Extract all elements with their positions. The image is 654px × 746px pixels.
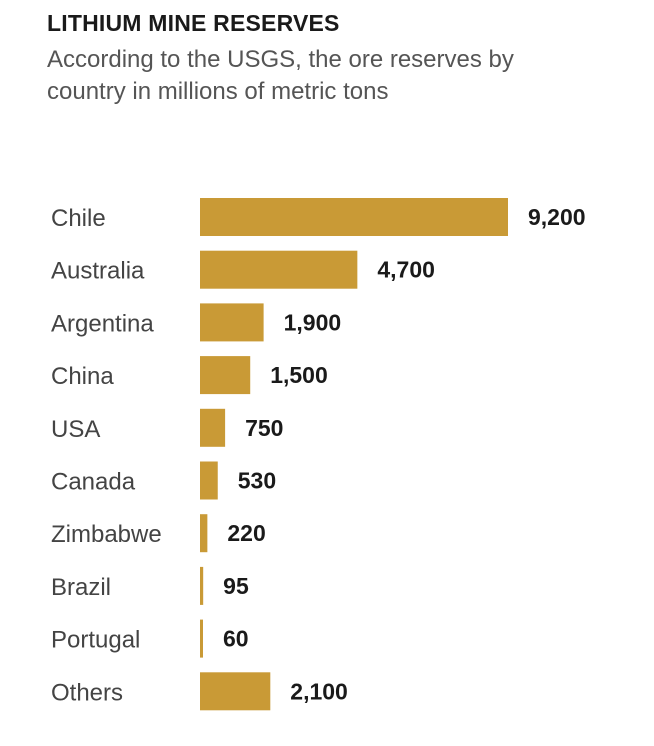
bar — [200, 250, 358, 289]
category-label: Canada — [51, 469, 136, 496]
value-label: 530 — [238, 468, 276, 494]
bar — [200, 619, 203, 658]
value-label: 9,200 — [528, 204, 586, 230]
bar — [200, 672, 271, 711]
category-label: Argentina — [51, 310, 154, 337]
bar — [200, 514, 208, 553]
chart-title: LITHIUM MINE RESERVES — [47, 10, 340, 36]
bar — [200, 303, 264, 342]
bar — [200, 566, 204, 605]
bar — [200, 198, 508, 236]
value-label: 2,100 — [290, 678, 348, 704]
value-label: 95 — [223, 573, 249, 599]
value-label: 60 — [223, 626, 249, 652]
value-label: 1,500 — [270, 362, 328, 388]
value-label: 1,900 — [284, 309, 342, 335]
value-label: 750 — [245, 415, 283, 441]
category-label: Australia — [51, 258, 145, 285]
chart-subtitle: According to the USGS, the ore reserves … — [47, 46, 514, 105]
category-label: Brazil — [51, 574, 111, 601]
category-label: China — [51, 363, 114, 390]
bar — [200, 461, 218, 500]
bar — [200, 408, 226, 447]
category-label: Portugal — [51, 627, 140, 654]
bar — [200, 356, 251, 395]
category-label: Zimbabwe — [51, 521, 162, 548]
category-label: USA — [51, 416, 100, 443]
value-label: 4,700 — [377, 257, 435, 283]
category-label: Chile — [51, 205, 106, 232]
value-label: 220 — [227, 520, 265, 546]
category-label: Others — [51, 679, 123, 706]
